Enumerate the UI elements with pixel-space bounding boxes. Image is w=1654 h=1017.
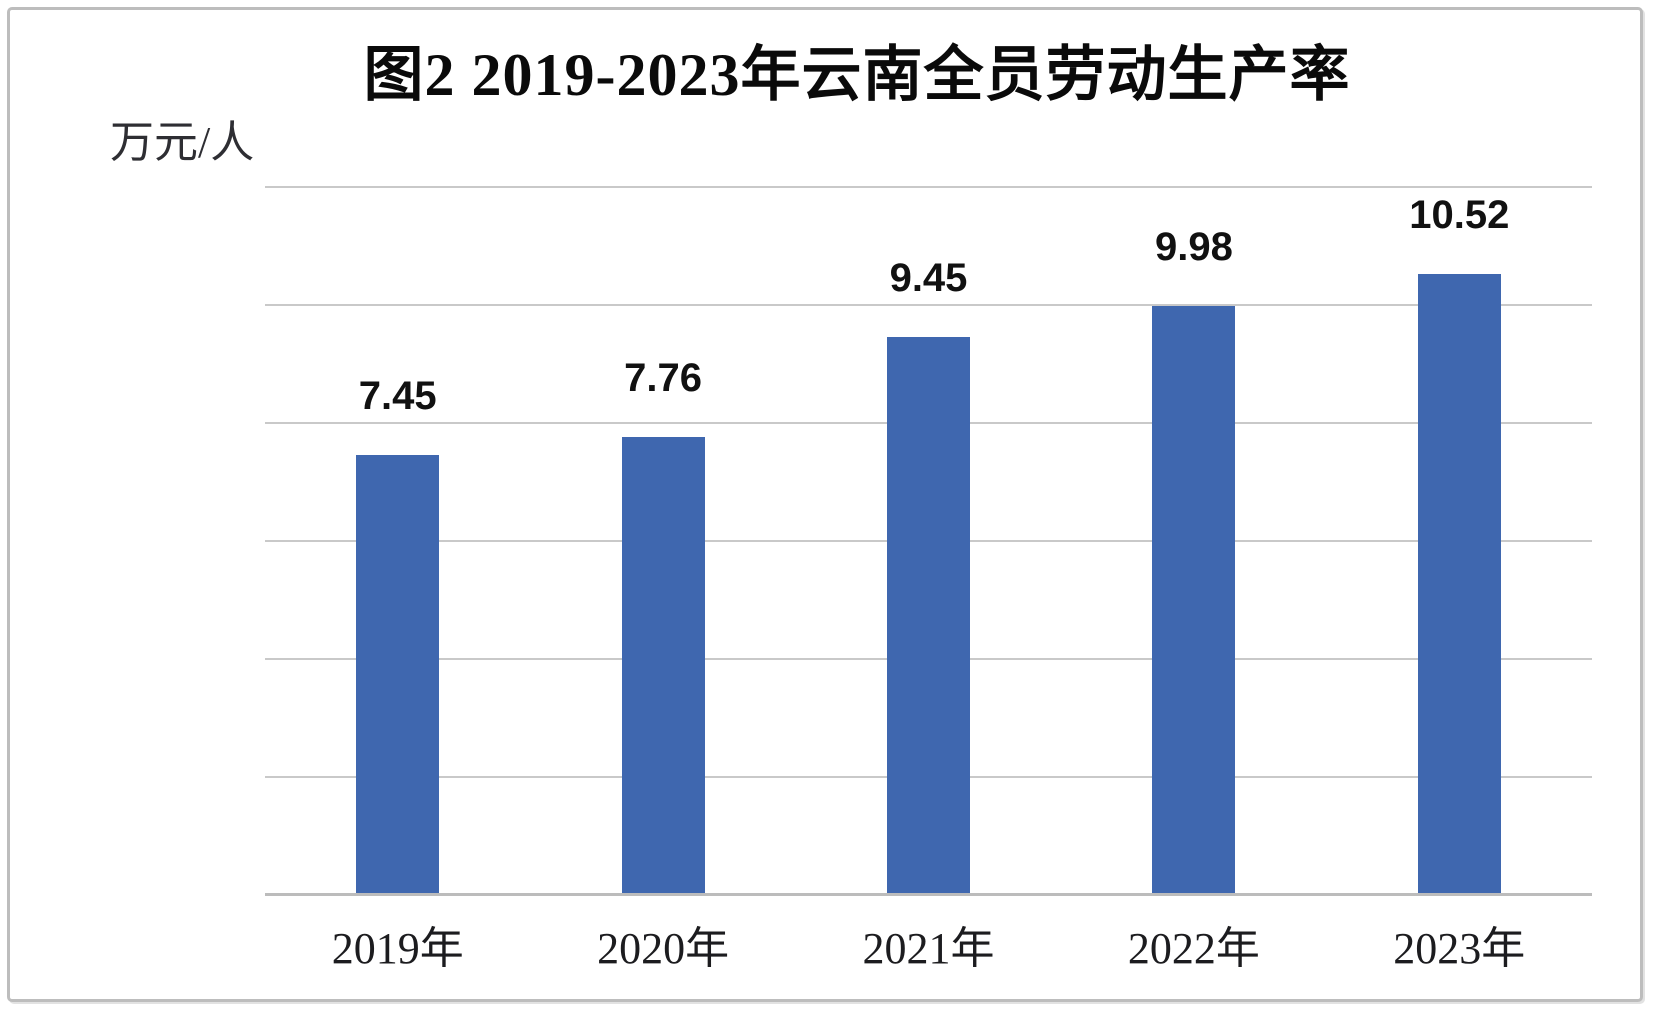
x-axis-tick-label: 2019年 bbox=[331, 924, 464, 973]
plot-area: 7.45 7.76 9.45 9.98 10.52 bbox=[265, 186, 1592, 896]
bar-2019年 bbox=[356, 455, 440, 895]
bar-value-label: 10.52 bbox=[1409, 193, 1510, 238]
x-axis-line bbox=[265, 893, 1592, 896]
x-axis-tick-label: 2020年 bbox=[597, 924, 730, 973]
bar-2021年 bbox=[887, 337, 970, 895]
bar-value-label: 9.98 bbox=[1154, 225, 1233, 270]
x-axis-tick-label: 2023年 bbox=[1393, 924, 1526, 973]
x-axis-tick-label: 2021年 bbox=[862, 924, 995, 973]
bar-value-label: 7.76 bbox=[624, 356, 703, 401]
x-axis-labels: 2019年 2020年 2021年 2022年 2023年 bbox=[265, 912, 1592, 973]
bar-value-label: 7.45 bbox=[358, 374, 437, 419]
chart-frame-border bbox=[7, 7, 1643, 1002]
bar-2023年 bbox=[1417, 274, 1501, 895]
bar-2022年 bbox=[1152, 306, 1236, 895]
bar-2020年 bbox=[621, 437, 705, 895]
y-axis-unit-label: 万元/人 bbox=[110, 118, 255, 167]
x-axis-tick-label: 2022年 bbox=[1127, 924, 1260, 973]
gridline bbox=[265, 303, 1592, 306]
chart-title: 图2 2019-2023年云南全员劳动生产率 bbox=[363, 42, 1351, 108]
bar-value-label: 9.45 bbox=[889, 256, 968, 301]
gridline bbox=[265, 186, 1592, 188]
